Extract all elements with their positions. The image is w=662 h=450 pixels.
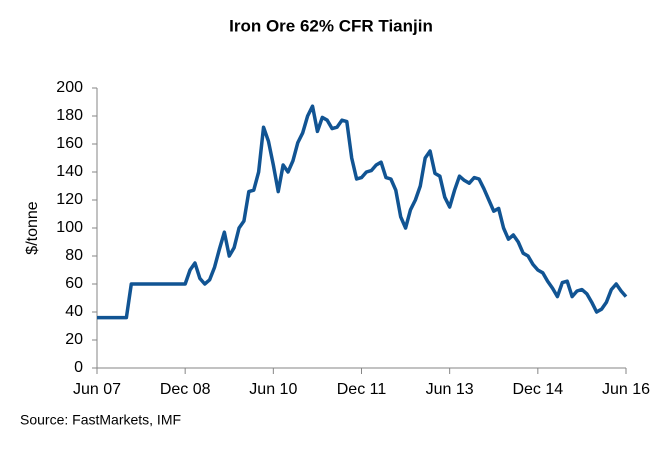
y-tick-label: 160 [56,135,83,152]
x-tick-label: Jun 16 [602,381,650,398]
y-tick-label: 100 [56,219,83,236]
x-tick-label: Jun 10 [249,381,297,398]
y-tick-label: 60 [65,275,83,292]
x-tick-label: Dec 11 [337,381,387,398]
y-tick-label: 40 [65,303,83,320]
y-tick-label: 120 [56,191,83,208]
y-tick-label: 0 [74,359,83,376]
y-axis-label: $/tonne [24,201,41,254]
chart-title: Iron Ore 62% CFR Tianjin [229,16,433,35]
x-tick-label: Dec 08 [160,381,211,398]
x-tick-label: Jun 07 [73,381,121,398]
x-tick-label: Jun 13 [426,381,474,398]
y-tick-label: 140 [56,163,83,180]
source-note: Source: FastMarkets, IMF [20,412,181,428]
y-tick-label: 20 [65,331,83,348]
x-tick-label: Dec 14 [512,381,563,398]
y-tick-label: 80 [65,247,83,264]
y-tick-label: 200 [56,79,83,96]
price-line [97,104,628,320]
y-tick-label: 180 [56,107,83,124]
